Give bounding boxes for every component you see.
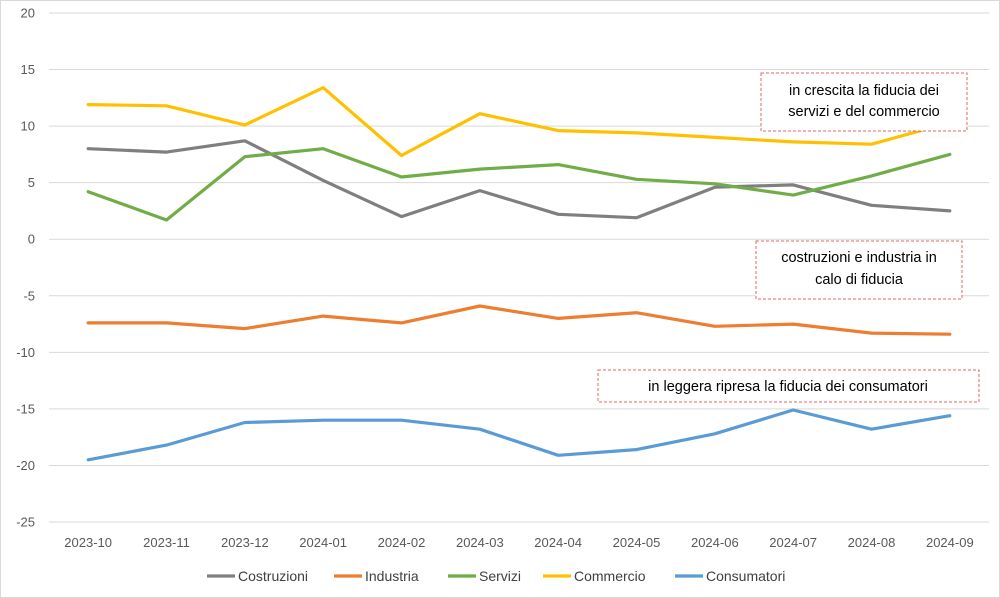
annotation-text: in crescita la fiducia dei bbox=[789, 83, 939, 99]
legend-label: Commercio bbox=[574, 568, 646, 584]
annotation-text: costruzioni e industria in bbox=[781, 250, 937, 266]
x-tick-label: 2024-05 bbox=[613, 535, 661, 550]
series-line-costruzioni bbox=[86, 139, 952, 220]
x-tick-label: 2024-04 bbox=[534, 535, 582, 550]
y-tick-label: -15 bbox=[16, 401, 35, 416]
annotation-box: in crescita la fiducia dei servizi e del … bbox=[760, 72, 968, 132]
annotation-border bbox=[760, 72, 968, 132]
legend-label: Consumatori bbox=[706, 568, 785, 584]
legend-item-commercio: Commercio bbox=[543, 568, 646, 584]
x-axis-ticks: 2023-10 2023-11 2023-12 2024-01 2024-02 2024-… bbox=[64, 535, 973, 550]
legend-label: Costruzioni bbox=[238, 568, 308, 584]
series-line-consumatori bbox=[86, 408, 952, 462]
series-line-servizi bbox=[86, 147, 952, 222]
annotation-text: in leggera ripresa la fiducia dei consum… bbox=[648, 379, 928, 395]
legend-item-consumatori: Consumatori bbox=[675, 568, 785, 584]
x-tick-label: 2024-02 bbox=[378, 535, 426, 550]
y-tick-label: -5 bbox=[23, 288, 35, 303]
x-tick-label: 2024-03 bbox=[456, 535, 504, 550]
y-tick-label: 10 bbox=[21, 119, 35, 134]
gridlines bbox=[49, 12, 989, 523]
x-tick-label: 2023-12 bbox=[221, 535, 269, 550]
y-tick-label: -25 bbox=[16, 515, 35, 530]
annotation-border bbox=[755, 240, 963, 300]
annotation-border bbox=[597, 369, 980, 403]
legend-label: Servizi bbox=[479, 568, 521, 584]
series-line-industria bbox=[86, 304, 952, 336]
x-tick-label: 2024-09 bbox=[926, 535, 974, 550]
legend: Costruzioni Industria Servizi Commercio Cons… bbox=[207, 568, 785, 584]
annotations: in crescita la fiducia dei servizi e del … bbox=[597, 72, 980, 403]
x-tick-label: 2024-06 bbox=[691, 535, 739, 550]
annotation-text: calo di fiducia bbox=[815, 272, 904, 288]
y-tick-label: -10 bbox=[16, 345, 35, 360]
x-tick-label: 2024-07 bbox=[769, 535, 817, 550]
y-tick-label: 20 bbox=[21, 6, 35, 21]
y-tick-label: 15 bbox=[21, 62, 35, 77]
legend-label: Industria bbox=[365, 568, 419, 584]
legend-item-industria: Industria bbox=[334, 568, 419, 584]
x-tick-label: 2024-08 bbox=[848, 535, 896, 550]
y-tick-label: 5 bbox=[28, 175, 35, 190]
series-lines bbox=[86, 86, 952, 462]
legend-item-servizi: Servizi bbox=[448, 568, 521, 584]
x-tick-label: 2023-10 bbox=[64, 535, 112, 550]
y-tick-label: 0 bbox=[28, 232, 35, 247]
annotation-text: servizi e del commercio bbox=[788, 104, 940, 120]
annotation-box: in leggera ripresa la fiducia dei consum… bbox=[597, 369, 980, 403]
x-tick-label: 2024-01 bbox=[299, 535, 347, 550]
series-line-commercio bbox=[86, 86, 952, 158]
legend-item-costruzioni: Costruzioni bbox=[207, 568, 308, 584]
x-tick-label: 2023-11 bbox=[143, 535, 190, 550]
y-axis-ticks: -25 -20 -15 -10 -5 0 5 10 15 20 bbox=[16, 6, 35, 530]
annotation-box: costruzioni e industria in calo di fiduci… bbox=[755, 240, 963, 300]
y-tick-label: -20 bbox=[16, 458, 35, 473]
